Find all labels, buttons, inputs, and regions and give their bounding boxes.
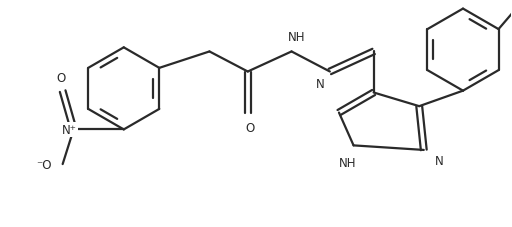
Text: NH: NH [338,157,356,170]
Text: O: O [56,72,66,84]
Text: N: N [315,78,325,91]
Text: ⁻O: ⁻O [36,158,52,171]
Text: N⁺: N⁺ [62,123,77,136]
Text: N: N [435,155,443,168]
Text: O: O [245,121,254,134]
Text: NH: NH [288,31,306,44]
